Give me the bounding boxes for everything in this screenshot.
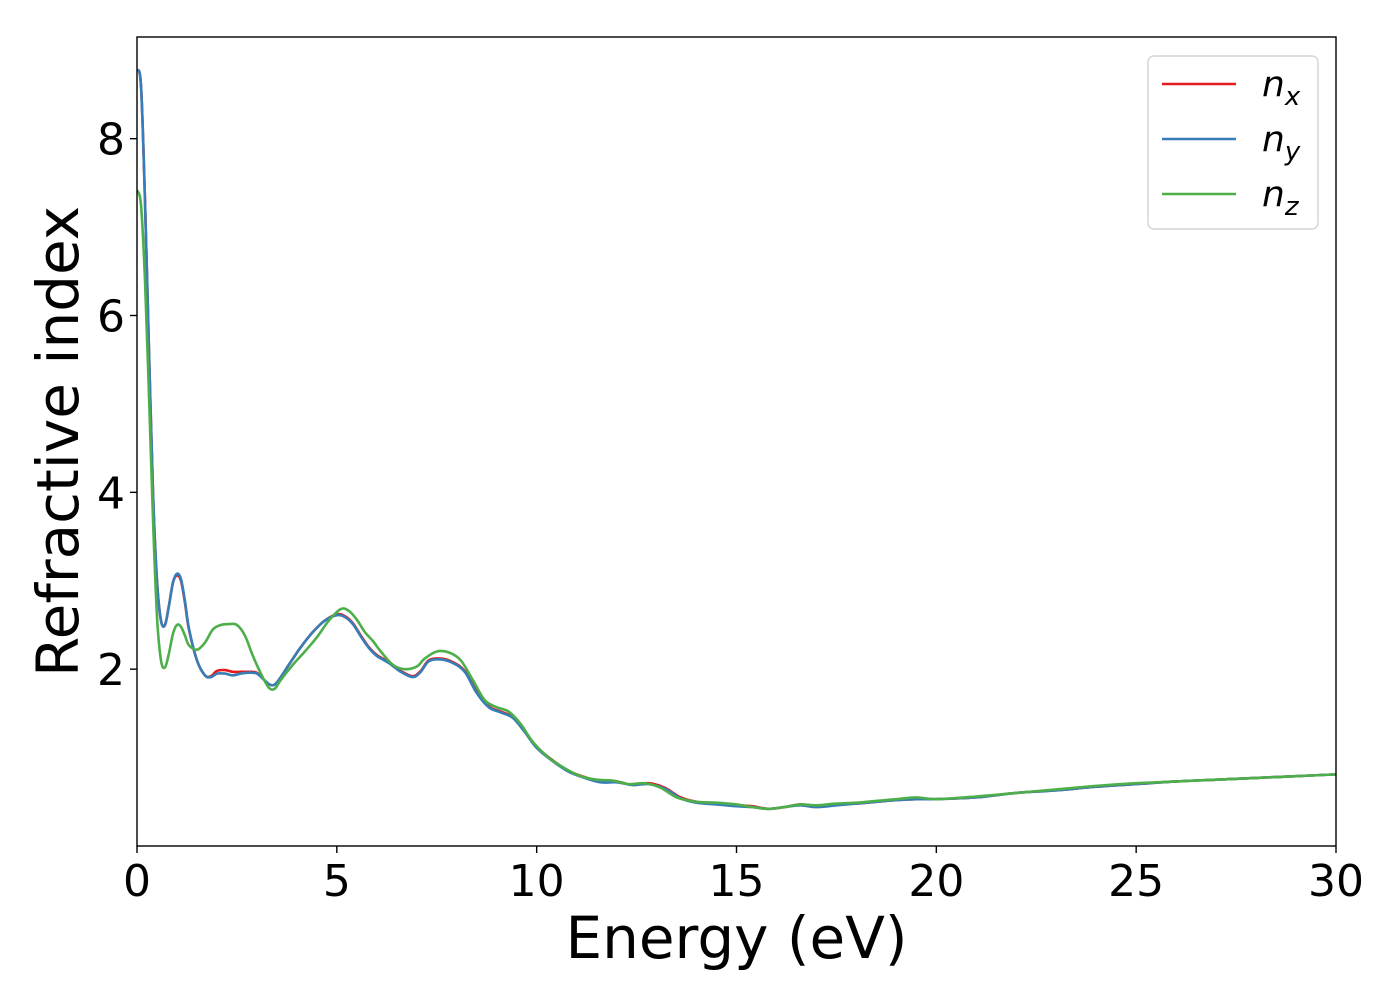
x-tick-label: 25 xyxy=(1108,856,1164,907)
legend-label-base: n xyxy=(1262,64,1285,105)
legend-box xyxy=(1147,55,1319,230)
legend-label-base: n xyxy=(1262,174,1285,215)
legend-label-subscript: y xyxy=(1284,137,1301,167)
legend-label: ny xyxy=(1262,119,1301,167)
x-axis-title: Energy (eV) xyxy=(565,904,907,972)
legend-label: nz xyxy=(1262,174,1300,222)
ticks-layer: 0 5 10 15 20 25 30 2 4 6 8 xyxy=(97,115,1364,907)
y-tick-label: 4 xyxy=(97,468,125,519)
y-axis-title: Refractive index xyxy=(24,206,92,677)
x-tick-label: 0 xyxy=(123,856,151,907)
x-tick-label: 20 xyxy=(908,856,964,907)
legend-item-ny: ny xyxy=(1162,119,1301,167)
legend-label-base: n xyxy=(1262,119,1285,160)
legend-label-subscript: x xyxy=(1284,82,1301,112)
x-tick-label: 10 xyxy=(509,856,565,907)
x-tick-label: 5 xyxy=(323,856,351,907)
y-tick-label: 6 xyxy=(97,292,125,343)
legend-label-subscript: z xyxy=(1284,192,1300,222)
legend-item-nz: nz xyxy=(1162,174,1300,222)
series-line-nz xyxy=(137,189,1336,811)
legend-item-nx: nx xyxy=(1162,64,1301,112)
x-tick-label: 30 xyxy=(1308,856,1364,907)
legend-label: nx xyxy=(1262,64,1301,112)
y-tick-label: 2 xyxy=(97,645,125,696)
y-tick-label: 8 xyxy=(97,115,125,166)
series-layer xyxy=(137,68,1336,811)
x-tick-label: 15 xyxy=(709,856,765,907)
